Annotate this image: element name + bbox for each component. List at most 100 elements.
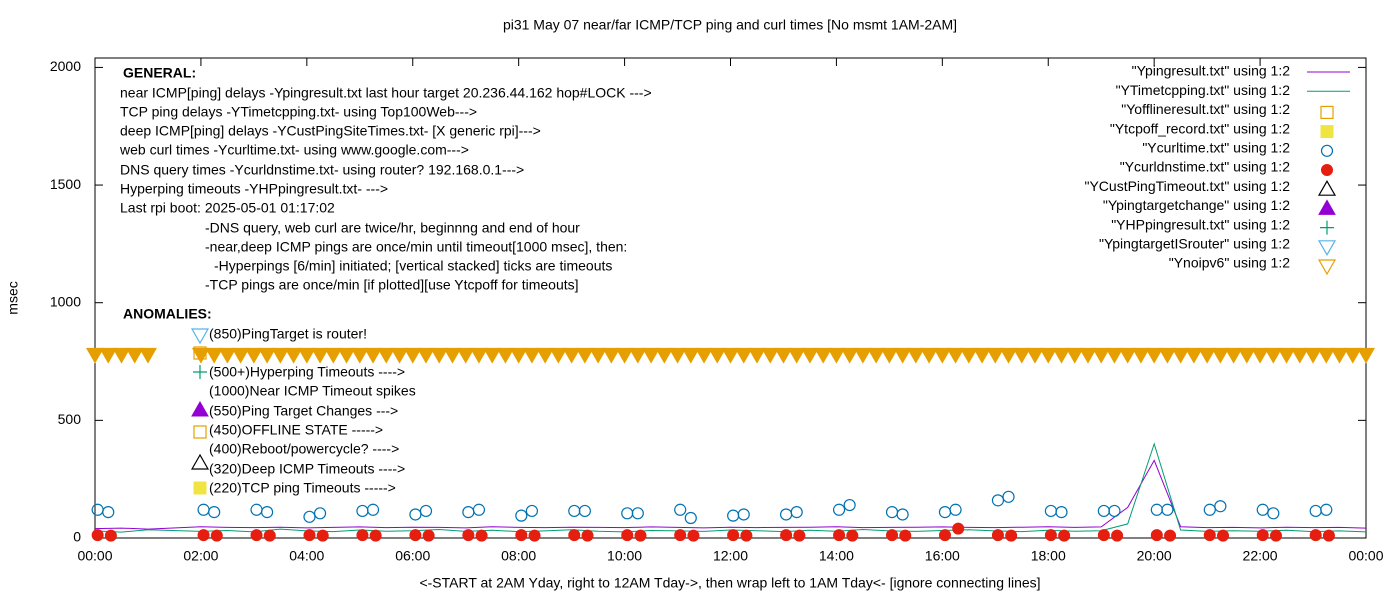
data-point [694,347,714,364]
annotation-symbol [190,328,210,345]
legend-label: "YHPpingresult.txt" using 1:2 [1111,216,1290,232]
data-point [419,504,433,518]
data-point [218,347,237,364]
data-point [575,347,594,364]
data-point [1078,347,1098,364]
annotation: (550)Ping Target Changes ---> [209,403,398,419]
data-point [244,347,263,364]
x-tick-label: 06:00 [395,548,430,564]
data-point [316,529,329,542]
x-tick-label: 02:00 [183,548,218,564]
data-point [1118,347,1137,364]
data-point [475,529,488,542]
data-point [1203,503,1216,516]
annotation-symbol [193,425,207,439]
y-axis-label: msec [5,281,21,314]
data-point [363,347,383,364]
data-point [774,347,793,364]
annotation-symbol [193,365,207,379]
annotation: (1000)Near ICMP Timeout spikes [209,383,416,399]
data-point [721,347,740,364]
data-point [562,347,581,364]
data-point [747,347,767,364]
data-point [522,347,541,364]
annotation: (220)TCP ping Timeouts -----> [209,480,396,496]
data-point [708,347,727,364]
data-point [973,347,992,364]
data-point [899,529,912,542]
data-point [1171,347,1190,364]
data-point [581,529,594,542]
legend-label: "YpingtargetISrouter" using 1:2 [1099,236,1290,252]
data-point [483,347,502,364]
data-point [568,529,581,542]
data-point [740,529,753,542]
data-point [853,347,872,364]
data-point [1058,529,1071,542]
annotation: web curl times -Ycurltime.txt- using www… [119,142,469,158]
data-point [311,347,330,364]
legend-label: "Ynoipv6" using 1:2 [1169,255,1290,271]
x-tick-label: 12:00 [713,548,748,564]
data-point [991,494,1005,507]
data-point [430,347,449,364]
data-point [258,347,277,364]
annotation: (400)Reboot/powercycle? ----> [209,441,399,457]
data-point [1005,529,1018,542]
data-point [655,347,674,364]
data-point [1203,529,1216,542]
data-point [1198,347,1217,364]
annotation: ANOMALIES: [123,306,212,322]
data-point [210,529,223,542]
annotation-symbol [193,481,207,495]
annotation: -TCP pings are once/min [if plotted][use… [205,277,579,293]
legend-swatch [1321,164,1333,176]
data-point [886,529,899,542]
data-point [621,529,634,542]
data-point [525,504,539,518]
data-point [1330,347,1349,364]
data-point [959,347,978,364]
data-point [628,347,647,364]
annotation: -DNS query, web curl are twice/hr, begin… [205,220,580,236]
y-tick-label: 1000 [50,293,81,309]
annotation: (500+)Hyperping Timeouts ----> [209,364,405,380]
x-tick-label: 00:00 [77,548,112,564]
data-point [933,347,952,364]
x-tick-label: 20:00 [1137,548,1172,564]
x-tick-label: 16:00 [925,548,960,564]
data-point [787,347,806,364]
data-point [377,347,396,364]
data-point [1065,347,1084,364]
x-tick-label: 08:00 [501,548,536,564]
legend-label: "Ypingresult.txt" using 1:2 [1132,63,1291,79]
x-tick-label: 14:00 [819,548,854,564]
data-point [1105,347,1124,364]
data-point [337,347,356,364]
data-point [231,347,250,364]
data-point [528,529,541,542]
legend-label: "Ytcpoff_record.txt" using 1:2 [1110,120,1290,136]
data-point [1214,500,1227,513]
data-point [1111,529,1124,542]
x-tick-label: 10:00 [607,548,642,564]
data-point [780,529,793,542]
data-point [496,347,515,364]
data-point [303,529,316,542]
data-point [1217,529,1230,542]
legend-swatch [1317,259,1337,276]
annotation-symbol [190,453,210,470]
data-point [1343,347,1362,364]
data-point [1309,529,1322,542]
data-point [668,347,687,364]
y-tick-label: 2000 [50,58,81,74]
data-point [642,347,661,364]
data-point [313,507,327,520]
legend-swatch [1320,220,1334,235]
data-point [615,347,634,364]
data-point [1356,347,1376,364]
data-point [938,529,951,542]
data-point [1267,507,1280,520]
